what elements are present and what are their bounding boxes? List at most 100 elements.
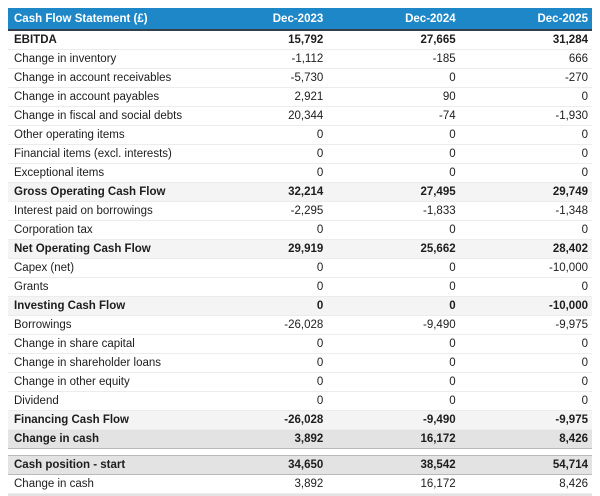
cell-value: 27,495 xyxy=(327,182,460,202)
row-label: Change in cash xyxy=(8,429,195,449)
cell-value: -2,295 xyxy=(194,201,328,221)
cell-value: 0 xyxy=(327,334,460,354)
cell-value: 0 xyxy=(327,277,460,297)
cell-value: -1,112 xyxy=(194,49,328,69)
table-row-financial-items: Financial items (excl. interests) 0 0 0 xyxy=(8,144,592,164)
cell-value: 29,749 xyxy=(459,182,592,202)
table-row-grants: Grants 0 0 0 xyxy=(8,277,592,297)
row-label: Investing Cash Flow xyxy=(8,296,195,316)
row-label: Grants xyxy=(8,277,195,297)
cell-value: 34,650 xyxy=(194,455,328,475)
cell-value: 15,792 xyxy=(194,30,328,50)
table-row-dividend: Dividend 0 0 0 xyxy=(8,391,592,411)
cell-value: 38,542 xyxy=(327,455,460,475)
cell-value: 16,172 xyxy=(327,474,460,494)
table-row-change-in-fiscal-and-social-debts: Change in fiscal and social debts 20,344… xyxy=(8,106,592,126)
cell-value: -5,730 xyxy=(194,68,328,88)
row-label: Dividend xyxy=(8,391,195,411)
table-row-change-in-account-payables: Change in account payables 2,921 90 0 xyxy=(8,87,592,107)
cell-value: 31,284 xyxy=(459,30,592,50)
cell-value: 0 xyxy=(459,125,592,145)
column-header-dec-2023: Dec-2023 xyxy=(194,8,328,31)
cell-value: 38,542 xyxy=(194,493,328,496)
row-label: Gross Operating Cash Flow xyxy=(8,182,195,202)
cell-value: 54,714 xyxy=(327,493,460,496)
cell-value: 8,426 xyxy=(459,474,592,494)
cell-value: 0 xyxy=(194,296,328,316)
table-row-cash-position-start: Cash position - start 34,650 38,542 54,7… xyxy=(8,455,592,475)
row-label: Financial items (excl. interests) xyxy=(8,144,195,164)
cell-value: 90 xyxy=(327,87,460,107)
cell-value: 0 xyxy=(459,220,592,240)
row-label: Borrowings xyxy=(8,315,195,335)
row-label: Change in fiscal and social debts xyxy=(8,106,195,126)
table-row-gross-operating-cash-flow: Gross Operating Cash Flow 32,214 27,495 … xyxy=(8,182,592,202)
table-row-net-operating-cash-flow: Net Operating Cash Flow 29,919 25,662 28… xyxy=(8,239,592,259)
cell-value: 54,714 xyxy=(459,455,592,475)
cash-flow-statement-table: Cash Flow Statement (£) Dec-2023 Dec-202… xyxy=(8,8,592,496)
row-label: Cash position - start xyxy=(8,455,195,475)
cell-value: 0 xyxy=(459,391,592,411)
cell-value: 3,892 xyxy=(194,474,328,494)
cell-value: 0 xyxy=(327,353,460,373)
cell-value: 0 xyxy=(459,277,592,297)
cell-value: 0 xyxy=(194,144,328,164)
cell-value: -1,348 xyxy=(459,201,592,221)
cell-value: 29,919 xyxy=(194,239,328,259)
table-row-capex-net: Capex (net) 0 0 -10,000 xyxy=(8,258,592,278)
cell-value: 20,344 xyxy=(194,106,328,126)
table-row-other-operating-items: Other operating items 0 0 0 xyxy=(8,125,592,145)
table-row-ebitda: EBITDA 15,792 27,665 31,284 xyxy=(8,30,592,50)
cell-value: 32,214 xyxy=(194,182,328,202)
row-label: Net Operating Cash Flow xyxy=(8,239,195,259)
table-row-cash-position-end: Cash position - end 38,542 54,714 63,140 xyxy=(8,493,592,496)
table-row-financing-cash-flow: Financing Cash Flow -26,028 -9,490 -9,97… xyxy=(8,410,592,430)
cell-value: 2,921 xyxy=(194,87,328,107)
row-label: Corporation tax xyxy=(8,220,195,240)
cell-value: 0 xyxy=(327,372,460,392)
cell-value: -74 xyxy=(327,106,460,126)
row-label: Change in inventory xyxy=(8,49,195,69)
row-label: Change in other equity xyxy=(8,372,195,392)
cell-value: 63,140 xyxy=(459,493,592,496)
cell-value: 0 xyxy=(327,144,460,164)
cell-value: -26,028 xyxy=(194,315,328,335)
cell-value: 0 xyxy=(459,334,592,354)
cell-value: 0 xyxy=(459,163,592,183)
cell-value: 28,402 xyxy=(459,239,592,259)
row-label: Other operating items xyxy=(8,125,195,145)
cell-value: -270 xyxy=(459,68,592,88)
section-gap xyxy=(8,448,592,456)
cell-value: 0 xyxy=(194,125,328,145)
table-row-change-in-account-receivables: Change in account receivables -5,730 0 -… xyxy=(8,68,592,88)
row-label: Change in account receivables xyxy=(8,68,195,88)
table-row-change-in-cash-detail: Change in cash 3,892 16,172 8,426 xyxy=(8,474,592,494)
row-label: Change in shareholder loans xyxy=(8,353,195,373)
cell-value: 0 xyxy=(194,353,328,373)
row-label: Capex (net) xyxy=(8,258,195,278)
cell-value: 16,172 xyxy=(327,429,460,449)
table-row-borrowings: Borrowings -26,028 -9,490 -9,975 xyxy=(8,315,592,335)
cell-value: -185 xyxy=(327,49,460,69)
cell-value: 0 xyxy=(459,372,592,392)
row-label: Change in account payables xyxy=(8,87,195,107)
table-row-investing-cash-flow: Investing Cash Flow 0 0 -10,000 xyxy=(8,296,592,316)
cell-value: -10,000 xyxy=(459,296,592,316)
cell-value: 0 xyxy=(194,163,328,183)
cell-value: -9,975 xyxy=(459,410,592,430)
column-header-dec-2024: Dec-2024 xyxy=(327,8,460,31)
cell-value: 8,426 xyxy=(459,429,592,449)
table-row-change-in-inventory: Change in inventory -1,112 -185 666 xyxy=(8,49,592,69)
table-header-row: Cash Flow Statement (£) Dec-2023 Dec-202… xyxy=(8,8,592,31)
statement-title: Cash Flow Statement (£) xyxy=(8,8,195,31)
cell-value: -9,975 xyxy=(459,315,592,335)
cell-value: 27,665 xyxy=(327,30,460,50)
cell-value: 0 xyxy=(327,296,460,316)
cell-value: 0 xyxy=(459,353,592,373)
cell-value: 3,892 xyxy=(194,429,328,449)
table-row-change-in-shareholder-loans: Change in shareholder loans 0 0 0 xyxy=(8,353,592,373)
row-label: Cash position - end xyxy=(8,493,195,496)
cell-value: 0 xyxy=(194,258,328,278)
cell-value: -9,490 xyxy=(327,410,460,430)
